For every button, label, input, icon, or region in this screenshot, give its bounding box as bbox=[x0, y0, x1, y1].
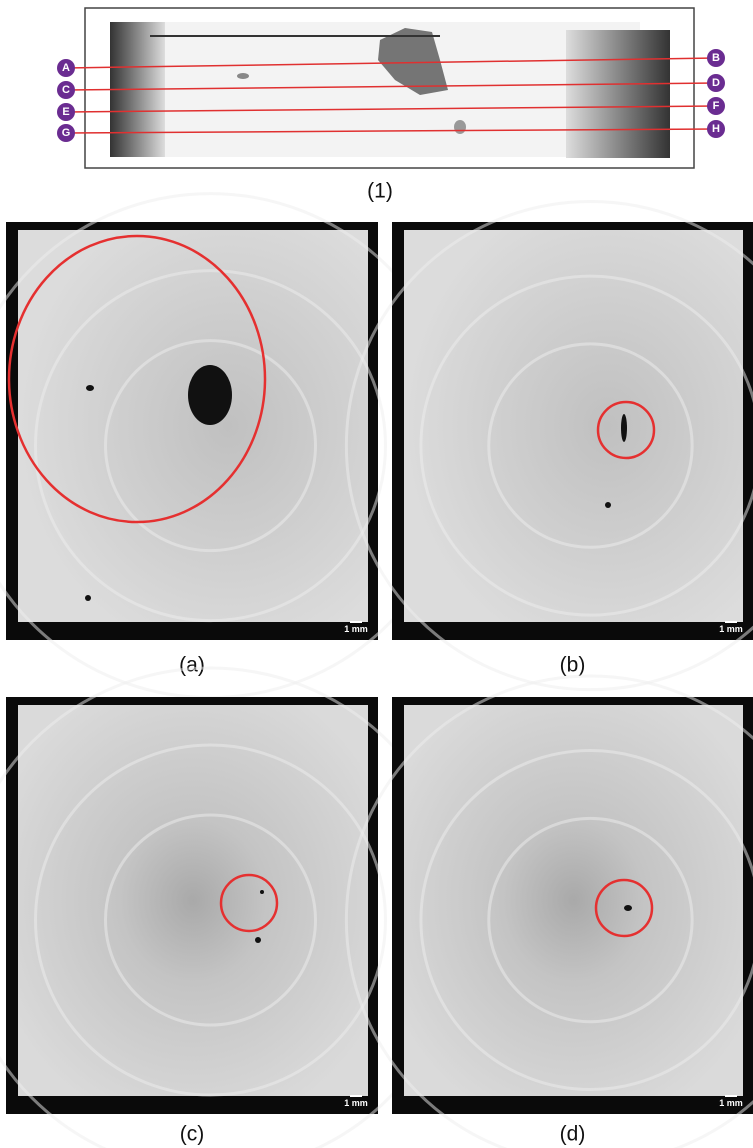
caption: (b) bbox=[560, 654, 586, 677]
scale-label: 1 mm bbox=[719, 624, 743, 634]
caption: (1) bbox=[367, 180, 393, 203]
marker-label: A bbox=[62, 62, 70, 74]
defect bbox=[260, 890, 264, 894]
figure: A B C D E F G H (1) 1 mm (a) 1 mm (b) 1 mm (c) 1 mm (d… bbox=[0, 0, 753, 1148]
ct-slice: 1 mm (d) bbox=[346, 676, 753, 1148]
sample bbox=[404, 230, 743, 622]
scale-label: 1 mm bbox=[719, 1098, 743, 1108]
defect bbox=[188, 365, 232, 425]
defect bbox=[454, 120, 466, 134]
defect bbox=[605, 502, 611, 508]
sample bbox=[404, 705, 743, 1096]
marker-label: D bbox=[712, 77, 720, 89]
caption: (c) bbox=[180, 1123, 205, 1146]
marker-label: H bbox=[712, 123, 720, 135]
caption: (d) bbox=[560, 1123, 586, 1146]
overview: A B C D E F G H (1) bbox=[57, 8, 725, 203]
defect bbox=[86, 385, 94, 391]
defect bbox=[85, 595, 91, 601]
marker-label: G bbox=[62, 127, 71, 139]
defect bbox=[621, 414, 627, 442]
defect bbox=[624, 905, 632, 911]
specimen-end bbox=[566, 30, 670, 158]
scale-label: 1 mm bbox=[344, 624, 368, 634]
sample bbox=[18, 230, 368, 622]
marker-label: B bbox=[712, 52, 720, 64]
defect bbox=[237, 73, 249, 79]
caption: (a) bbox=[179, 654, 205, 677]
marker-label: F bbox=[713, 100, 720, 112]
sample bbox=[18, 705, 368, 1096]
marker-label: C bbox=[62, 84, 70, 96]
marker-label: E bbox=[62, 106, 69, 118]
defect bbox=[255, 937, 261, 943]
scale-label: 1 mm bbox=[344, 1098, 368, 1108]
ct-slice: 1 mm (b) bbox=[346, 202, 753, 690]
specimen bbox=[110, 22, 640, 157]
